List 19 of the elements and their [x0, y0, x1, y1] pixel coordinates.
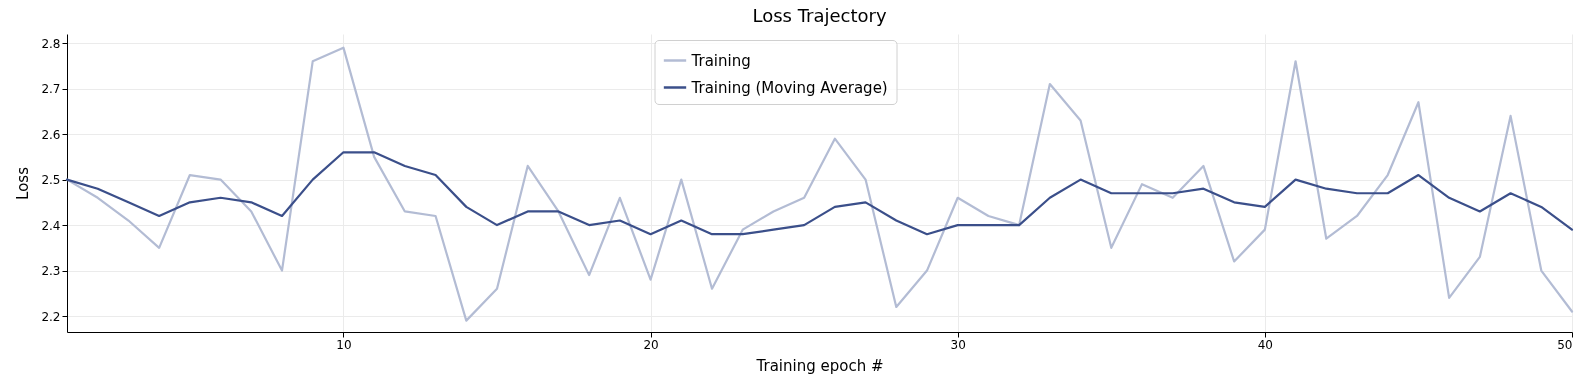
y-axis-title: Loss — [14, 166, 33, 200]
x-tick-label: 10 — [336, 337, 352, 352]
y-tick-label: 2.2 — [41, 309, 61, 324]
y-tick-label: 2.7 — [41, 82, 61, 97]
y-tick-label: 2.3 — [41, 264, 61, 279]
x-tick-label: 30 — [950, 337, 966, 352]
x-axis-title: Training epoch # — [755, 356, 884, 375]
chart-title: Loss Trajectory — [752, 5, 887, 26]
line-series — [65, 46, 1574, 322]
legend-label: Training — [690, 51, 751, 70]
y-tick-label: 2.4 — [41, 218, 61, 233]
x-tick-label: 20 — [643, 337, 659, 352]
y-tick-label: 2.6 — [41, 127, 61, 142]
x-tick-label: 40 — [1257, 337, 1273, 352]
y-tick-label: 2.8 — [41, 36, 61, 51]
legend-label: Training (Moving Average) — [690, 78, 888, 97]
y-tick-label: 2.5 — [41, 173, 61, 188]
line-series — [65, 151, 1574, 236]
x-tick-label: 50 — [1557, 337, 1573, 352]
